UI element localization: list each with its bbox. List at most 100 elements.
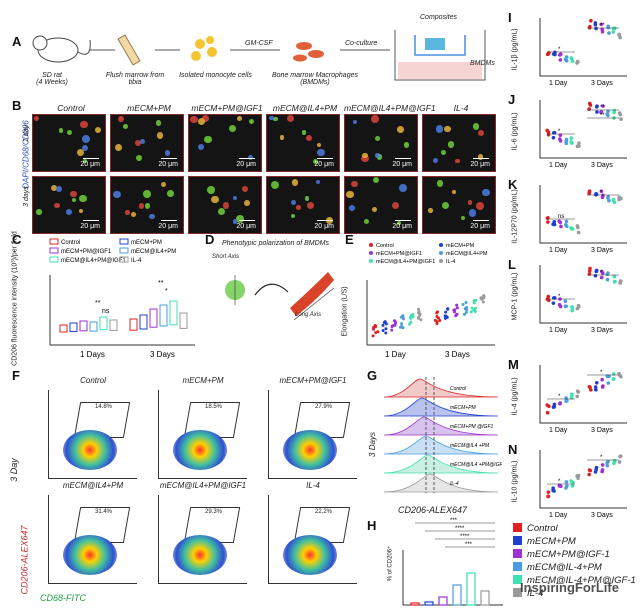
flow-plot-0: Control 14.8% — [48, 376, 137, 479]
legend-item-4: mECM@IL-4+PM@IGF-1 — [513, 575, 636, 586]
cyto-sig: * — [600, 455, 603, 461]
e-dot — [384, 331, 388, 335]
c-box-1-4 — [169, 300, 178, 326]
label-gmcsf: GM-CSF — [245, 40, 273, 47]
cyto-point — [551, 301, 556, 305]
panel-label-b: B — [12, 98, 22, 113]
e-legend-dot-2 — [369, 251, 373, 255]
cyto-point — [611, 377, 616, 381]
cyto-point — [546, 490, 551, 494]
cyto-point — [564, 219, 569, 224]
c-legend-label-5: IL-4 — [131, 258, 142, 264]
scale-bar — [239, 219, 255, 221]
cyto-point — [545, 410, 550, 415]
cyto-point — [576, 303, 581, 308]
e-dot — [411, 313, 415, 317]
cyto-point — [588, 24, 592, 29]
label-rat: SD rat (4 Weeks) — [36, 72, 68, 86]
cyto-point — [558, 58, 563, 62]
e-dot — [462, 312, 466, 316]
cyto-point — [600, 463, 605, 467]
legend-label: mECM+PM — [527, 536, 576, 547]
flow-pct-2: 27.9% — [315, 404, 333, 410]
cyto-sig: * — [558, 129, 561, 135]
cyto-point — [619, 279, 623, 283]
g-hist-5 — [383, 473, 499, 493]
cyto-point — [563, 299, 568, 303]
cyto-point — [558, 304, 563, 309]
micrograph-5-0: 20 μm — [422, 114, 496, 172]
h-sig-2: **** — [455, 526, 465, 532]
diagram-d — [225, 272, 335, 321]
c-sig-3: ** — [158, 280, 164, 287]
legend-label: mECM@IL-4+PM — [527, 562, 602, 573]
e-dot — [464, 310, 468, 314]
cyto-point — [575, 394, 579, 399]
schematic-a — [32, 30, 486, 81]
cyto-ylabel-2: IL-12P70 (pg/mL) — [511, 189, 519, 244]
flow-pct-0: 14.8% — [95, 404, 113, 410]
scale-label: 20 μm — [80, 161, 100, 168]
cyto-point — [619, 117, 623, 121]
micro-col-4: mECM@IL4+PM@IGF1 — [344, 103, 436, 113]
cyto-point — [558, 52, 563, 56]
cyto-point — [611, 30, 616, 34]
c-box-0-5 — [109, 319, 118, 331]
f-side: 3 Day — [8, 458, 19, 482]
c-x2: 3 Days — [150, 350, 175, 359]
flow-density — [173, 535, 227, 575]
e-legend-label-5: IL-4 — [446, 259, 455, 265]
cyto-point — [617, 460, 622, 464]
c-sig-2: ns — [102, 308, 110, 315]
e-dot — [381, 323, 385, 327]
scale-bar — [161, 157, 177, 159]
c-box-0-0 — [59, 324, 68, 333]
panel-label-a: A — [12, 34, 22, 49]
d-short: Short Axis — [212, 254, 240, 260]
g-label-2: mECM+PM @IGF1 — [450, 424, 493, 430]
micro-col-5: IL-4 — [453, 103, 469, 113]
e-dot — [464, 306, 468, 310]
flow-plot-3: mECM@IL4+PM 31.4% — [48, 481, 137, 584]
flow-plot-4: mECM@IL4+PM@IGF1 29.3% — [158, 481, 247, 584]
micrograph-1-0: 20 μm — [110, 114, 184, 172]
cyto-point — [565, 398, 569, 403]
cyto-point — [605, 277, 610, 282]
cyto-point — [594, 380, 599, 385]
h-sig-3: **** — [460, 534, 470, 540]
cyto-x-0: 1 Day — [549, 162, 568, 169]
legend-item-2: mECM+PM@IGF-1 — [513, 549, 610, 560]
cyto-point — [570, 59, 575, 64]
f-ylabel: CD206-ALEX647 — [19, 525, 30, 595]
g-hist-0 — [383, 378, 499, 398]
cyto-x-1: 3 Days — [591, 427, 613, 434]
e-dot — [416, 316, 420, 320]
cyto-point — [599, 189, 604, 194]
e-legend-dot-5 — [439, 259, 443, 263]
e-legend-dot-3 — [439, 251, 443, 255]
cyto-point — [594, 192, 599, 197]
cyto-point — [552, 405, 557, 409]
cyto-point — [577, 141, 581, 145]
e-dot — [443, 314, 447, 318]
e-legend-dot-1 — [439, 243, 443, 247]
cyto-point — [594, 105, 599, 109]
g-hist-2 — [383, 416, 499, 436]
cyto-point — [564, 55, 569, 59]
e-legend-label-1: mECM+PM — [446, 243, 475, 249]
rat-icon — [32, 35, 91, 63]
cyto-point — [605, 463, 610, 468]
cyto-point — [575, 224, 580, 228]
flow-title-3: mECM@IL4+PM — [62, 481, 124, 490]
micrograph-3-0: 20 μm — [266, 114, 340, 172]
panel-label-f: F — [12, 368, 20, 383]
h-bar-4 — [466, 572, 476, 606]
d-long: Long Axis — [295, 312, 322, 318]
c-legend-swatch-4 — [49, 256, 59, 263]
e-dot — [371, 334, 375, 338]
d-title: Phenotypic polarization of BMDMs — [222, 240, 329, 247]
bone-icon — [117, 34, 141, 66]
flow-pct-1: 18.5% — [205, 404, 223, 410]
cyto-chart-5: * * 1 Day 3 Days — [539, 450, 627, 519]
e-dot — [401, 317, 405, 321]
